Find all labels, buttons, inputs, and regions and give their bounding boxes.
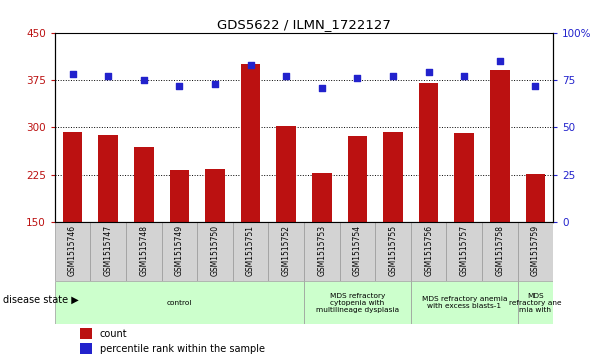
Point — [495, 58, 505, 64]
Bar — [63, 132, 82, 222]
Bar — [526, 174, 545, 222]
Bar — [268, 222, 304, 281]
Text: GSM1515748: GSM1515748 — [139, 225, 148, 276]
Text: GSM1515754: GSM1515754 — [353, 225, 362, 276]
Bar — [348, 136, 367, 222]
Bar — [197, 222, 233, 281]
Text: control: control — [167, 299, 192, 306]
Title: GDS5622 / ILMN_1722127: GDS5622 / ILMN_1722127 — [217, 19, 391, 32]
Bar — [55, 281, 304, 324]
Bar — [312, 173, 331, 222]
Point — [353, 75, 362, 81]
Bar — [383, 132, 403, 222]
Bar — [482, 222, 517, 281]
Point — [139, 77, 148, 83]
Bar — [241, 64, 260, 222]
Bar — [80, 343, 92, 354]
Bar — [126, 222, 162, 281]
Text: GSM1515753: GSM1515753 — [317, 225, 326, 276]
Text: GSM1515759: GSM1515759 — [531, 225, 540, 276]
Text: MDS refractory anemia
with excess blasts-1: MDS refractory anemia with excess blasts… — [421, 296, 507, 309]
Text: count: count — [100, 329, 127, 339]
Bar — [98, 135, 118, 222]
Bar — [375, 222, 411, 281]
Bar — [419, 83, 438, 222]
Bar — [517, 222, 553, 281]
Bar — [162, 222, 197, 281]
Bar — [411, 281, 517, 324]
Point — [246, 62, 255, 68]
Point — [210, 81, 220, 87]
Text: GSM1515751: GSM1515751 — [246, 225, 255, 276]
Point — [67, 72, 77, 77]
Bar — [55, 222, 91, 281]
Text: GSM1515756: GSM1515756 — [424, 225, 433, 276]
Bar — [134, 147, 154, 222]
Text: GSM1515746: GSM1515746 — [68, 225, 77, 276]
Text: GSM1515758: GSM1515758 — [496, 225, 505, 276]
Point — [174, 83, 184, 89]
Text: GSM1515755: GSM1515755 — [389, 225, 398, 276]
Bar — [277, 126, 296, 222]
Text: MDS refractory
cytopenia with
multilineage dysplasia: MDS refractory cytopenia with multilinea… — [316, 293, 399, 313]
Text: GSM1515747: GSM1515747 — [103, 225, 112, 276]
Bar — [304, 281, 411, 324]
Bar — [304, 222, 340, 281]
Bar — [490, 70, 510, 222]
Point — [531, 83, 541, 89]
Bar — [517, 281, 553, 324]
Bar — [91, 222, 126, 281]
Point — [282, 73, 291, 79]
Text: percentile rank within the sample: percentile rank within the sample — [100, 344, 264, 354]
Bar — [411, 222, 446, 281]
Bar — [340, 222, 375, 281]
Text: MDS
refractory ane
mia with: MDS refractory ane mia with — [510, 293, 562, 313]
Text: GSM1515757: GSM1515757 — [460, 225, 469, 276]
Text: GSM1515752: GSM1515752 — [282, 225, 291, 276]
Text: GSM1515750: GSM1515750 — [210, 225, 219, 276]
Point — [317, 85, 326, 90]
Text: GSM1515749: GSM1515749 — [175, 225, 184, 276]
Point — [460, 73, 469, 79]
Point — [103, 73, 113, 79]
Point — [388, 73, 398, 79]
Bar — [454, 133, 474, 222]
Bar — [205, 169, 225, 222]
Bar — [80, 328, 92, 339]
Text: disease state ▶: disease state ▶ — [3, 294, 79, 305]
Bar — [233, 222, 268, 281]
Point — [424, 69, 434, 75]
Bar — [446, 222, 482, 281]
Bar — [170, 170, 189, 222]
